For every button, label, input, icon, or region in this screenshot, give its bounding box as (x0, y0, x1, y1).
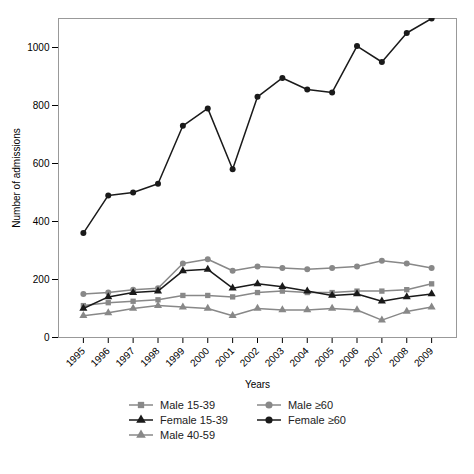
svg-text:1998: 1998 (138, 345, 162, 369)
svg-text:0: 0 (44, 332, 50, 343)
svg-text:1000: 1000 (27, 42, 50, 53)
svg-text:2008: 2008 (387, 345, 411, 369)
svg-text:2002: 2002 (238, 345, 262, 369)
html-text:Female ≥60: Female ≥60 (287, 414, 346, 426)
svg-text:200: 200 (33, 274, 50, 285)
svg-text:Years: Years (245, 379, 270, 390)
svg-text:1999: 1999 (163, 345, 187, 369)
html-text:Female 15-39: Female 15-39 (160, 414, 228, 426)
svg-text:Number of admissions: Number of admissions (11, 128, 22, 227)
svg-text:400: 400 (33, 216, 50, 227)
html-text:Male 15-39: Male 15-39 (160, 399, 216, 411)
svg-text:2003: 2003 (263, 345, 287, 369)
svg-text:2006: 2006 (337, 345, 361, 369)
svg-text:600: 600 (33, 158, 50, 169)
svg-text:800: 800 (33, 100, 50, 111)
svg-text:2009: 2009 (412, 345, 436, 369)
svg-text:1995: 1995 (64, 345, 88, 369)
html-text:Male 40-59: Male 40-59 (160, 429, 216, 441)
svg-text:2007: 2007 (362, 345, 386, 369)
html-text:Male ≥60: Male ≥60 (287, 399, 334, 411)
svg-text:2000: 2000 (188, 345, 212, 369)
svg-text:1996: 1996 (88, 345, 112, 369)
svg-text:1997: 1997 (113, 345, 137, 369)
svg-text:2001: 2001 (213, 345, 237, 369)
svg-text:2004: 2004 (287, 345, 311, 369)
svg-text:2005: 2005 (312, 345, 336, 369)
